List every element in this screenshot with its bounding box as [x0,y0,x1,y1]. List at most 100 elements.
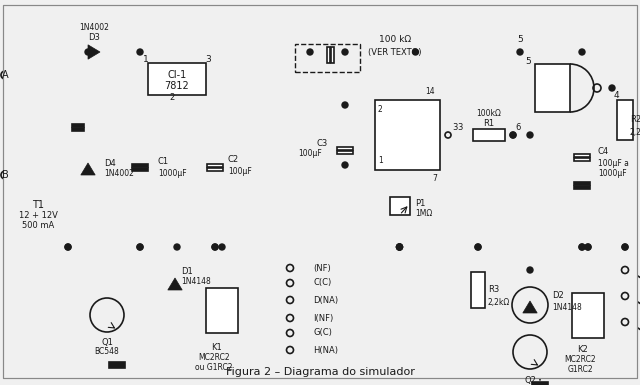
Circle shape [397,244,403,250]
Bar [132,167,148,171]
Circle shape [137,244,143,250]
Circle shape [510,132,516,138]
Text: B: B [2,170,8,180]
Bar [148,63,206,95]
Text: C1: C1 [158,157,169,166]
Text: 1: 1 [143,55,148,65]
Circle shape [307,49,313,55]
Bar [295,44,360,72]
Polygon shape [88,45,100,59]
Text: G1RC2: G1RC2 [567,365,593,375]
Circle shape [510,132,516,138]
Bar [337,151,353,154]
Text: 1000μF: 1000μF [598,169,627,179]
Text: D2: D2 [552,291,564,300]
Text: 1N4002: 1N4002 [104,169,134,177]
Text: 7: 7 [432,174,437,183]
Text: 100μF a: 100μF a [598,159,629,167]
Circle shape [622,244,628,250]
Polygon shape [523,301,537,313]
Text: 3: 3 [205,55,211,65]
Text: R1: R1 [483,119,495,129]
Text: 3: 3 [452,122,458,132]
Circle shape [212,244,218,250]
Text: K2: K2 [578,345,588,355]
Bar [471,272,485,308]
Text: 1N4148: 1N4148 [552,303,582,311]
Text: A: A [2,70,8,80]
Circle shape [342,49,348,55]
Text: 5: 5 [525,57,531,67]
Text: 3: 3 [458,122,463,132]
Text: 12 + 12V: 12 + 12V [19,211,58,219]
Bar [207,164,223,166]
Circle shape [622,244,628,250]
Circle shape [397,244,403,250]
Text: 1MΩ: 1MΩ [415,209,433,219]
Text: R2: R2 [630,116,640,124]
Bar [330,47,333,63]
Circle shape [65,244,71,250]
Text: 2,2kΩ: 2,2kΩ [630,127,640,137]
Text: 1000μF: 1000μF [158,169,187,177]
Bar [337,147,353,149]
Circle shape [579,244,585,250]
Text: 100μF: 100μF [228,166,252,176]
Text: (NF): (NF) [313,263,331,273]
Text: MC2RC2: MC2RC2 [198,353,230,363]
Circle shape [527,267,533,273]
Text: 2: 2 [170,94,175,102]
Polygon shape [168,278,182,290]
Text: T1: T1 [32,200,44,210]
Bar [532,382,548,385]
Bar [207,167,223,171]
Polygon shape [81,163,95,175]
Text: D(NA): D(NA) [313,296,338,305]
Text: D1: D1 [181,268,193,276]
Circle shape [585,244,591,250]
Text: Q2: Q2 [524,375,536,385]
Text: BC548: BC548 [95,348,120,357]
Text: 100kΩ: 100kΩ [477,109,501,119]
Bar [617,100,633,140]
Circle shape [609,85,615,91]
Circle shape [219,244,225,250]
Circle shape [579,49,585,55]
Circle shape [85,49,91,55]
Text: C(C): C(C) [313,278,332,288]
Text: 1N4148: 1N4148 [181,278,211,286]
Text: C3: C3 [317,139,328,147]
Text: Figura 2 – Diagrama do simulador: Figura 2 – Diagrama do simulador [225,367,415,377]
Text: 100μF: 100μF [298,149,322,159]
Bar [72,127,84,131]
Bar [109,362,125,368]
Bar [206,288,238,333]
Text: Q1: Q1 [101,338,113,346]
Bar [375,100,440,170]
Circle shape [397,244,403,250]
Bar [574,186,590,189]
Text: 1: 1 [378,156,383,165]
Bar [72,124,84,127]
Text: I(NF): I(NF) [313,313,333,323]
Text: D4: D4 [104,159,116,167]
Circle shape [342,162,348,168]
Text: 100 kΩ: 100 kΩ [379,35,411,45]
Circle shape [413,49,419,55]
Circle shape [475,244,481,250]
Circle shape [137,244,143,250]
Circle shape [397,244,403,250]
Text: (VER TEXTO): (VER TEXTO) [368,47,422,57]
Text: 2: 2 [378,105,383,114]
Circle shape [212,244,218,250]
Text: K1: K1 [212,343,222,353]
Bar [390,197,410,215]
Circle shape [475,244,481,250]
Text: 6: 6 [515,122,520,132]
Text: ou G1RC2: ou G1RC2 [195,363,233,373]
Text: 1N4002: 1N4002 [79,23,109,32]
Bar [535,64,570,112]
Circle shape [585,244,591,250]
Bar [473,129,505,141]
Text: MC2RC2: MC2RC2 [564,355,596,365]
